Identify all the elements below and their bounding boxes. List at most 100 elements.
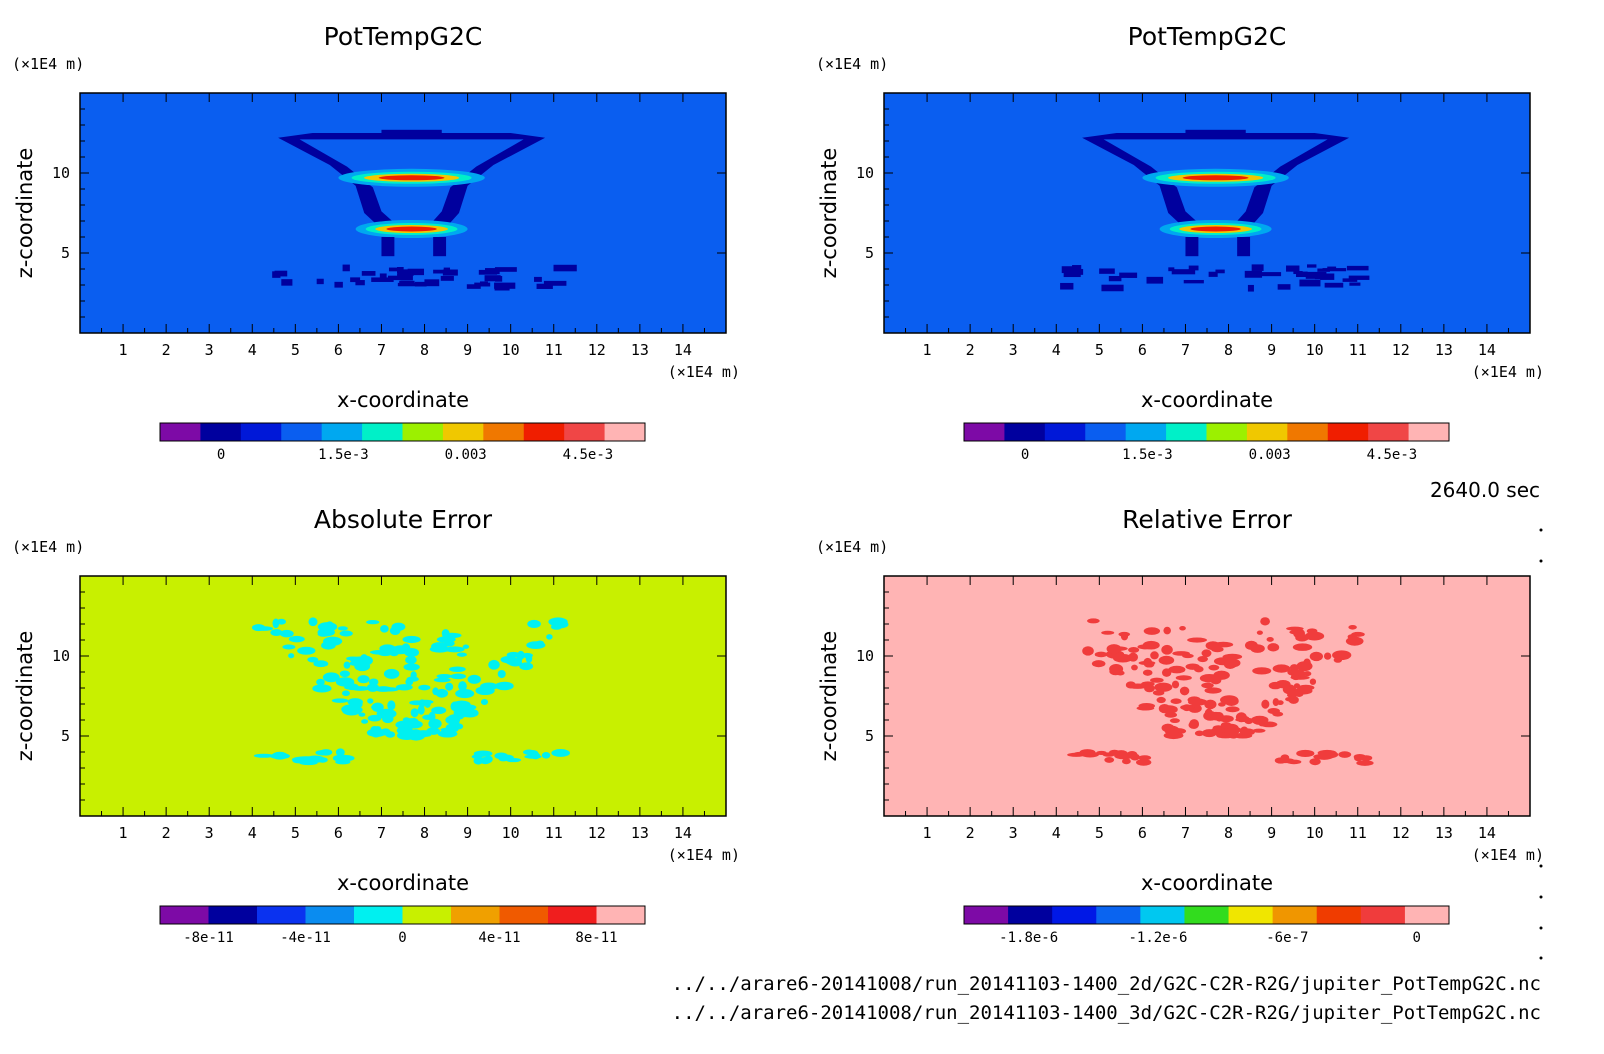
error-patch xyxy=(380,625,389,633)
error-patch xyxy=(312,684,332,693)
colorbar-tick-label: 1.5e-3 xyxy=(1122,447,1173,463)
low-patch xyxy=(1306,264,1317,268)
error-patch xyxy=(1142,669,1153,676)
colorbar-swatch xyxy=(604,423,646,441)
error-patch xyxy=(1112,653,1133,663)
hot-band-2-core xyxy=(386,226,437,232)
colorbar-tick-label: 0 xyxy=(398,930,406,946)
error-patch xyxy=(1201,682,1214,689)
error-patch xyxy=(383,668,400,679)
error-patch xyxy=(1239,728,1255,736)
colorbar-tick-label: -6e-7 xyxy=(1266,930,1308,946)
error-patch xyxy=(1179,686,1190,696)
error-patch xyxy=(354,661,371,672)
error-patch xyxy=(1158,655,1175,665)
error-patch-low xyxy=(473,757,484,765)
colorbar-swatch xyxy=(402,423,444,441)
colorbar-tick-label: 8e-11 xyxy=(575,930,617,946)
colorbar-swatch xyxy=(1360,906,1406,924)
low-patch xyxy=(1247,284,1254,292)
x-tick-label: 3 xyxy=(1009,341,1018,359)
leg-right xyxy=(433,237,447,257)
error-patch xyxy=(402,635,421,644)
error-patch xyxy=(308,617,318,627)
error-patch xyxy=(360,654,369,664)
error-patch xyxy=(1348,624,1357,630)
error-patch xyxy=(431,706,447,715)
colorbar-swatch xyxy=(160,423,201,441)
colorbar-frame xyxy=(159,905,646,925)
colorbar-swatch xyxy=(305,906,355,924)
error-patch xyxy=(1168,665,1186,674)
error-patch xyxy=(1170,698,1182,704)
error-patch xyxy=(297,646,316,655)
colorbar-tick-label: -1.8e-6 xyxy=(999,930,1058,946)
error-patch-low xyxy=(1275,757,1295,764)
low-patch xyxy=(1188,265,1199,271)
x-tick-label: 13 xyxy=(631,824,649,842)
error-patch xyxy=(1164,711,1178,718)
colorbar-swatch xyxy=(1125,423,1167,441)
colorbar-tick-label: 4.5e-3 xyxy=(563,447,614,463)
field-background xyxy=(80,576,726,816)
time-label: 2640.0 sec xyxy=(1430,478,1540,502)
error-patch xyxy=(1267,708,1280,714)
low-patch xyxy=(1076,268,1084,275)
error-patch xyxy=(1189,719,1200,729)
x-tick-label: 9 xyxy=(1267,341,1276,359)
error-patch xyxy=(1137,644,1155,650)
x-tick-label: 9 xyxy=(1267,824,1276,842)
error-patch xyxy=(282,644,296,650)
x-tick-label: 6 xyxy=(1138,341,1147,359)
error-patch xyxy=(339,630,353,637)
x-tick-label: 14 xyxy=(1478,341,1496,359)
colorbar-swatch xyxy=(281,423,323,441)
error-patch xyxy=(1154,682,1173,692)
error-patch xyxy=(448,719,460,728)
colorbar-tick-label: 1.5e-3 xyxy=(318,447,369,463)
x-tick-label: 12 xyxy=(1392,824,1410,842)
colorbar-swatch xyxy=(1368,423,1410,441)
colorbar-tick-label: 4e-11 xyxy=(478,930,520,946)
error-patch xyxy=(1309,651,1324,662)
low-patch xyxy=(1327,266,1337,270)
colorbar-swatch xyxy=(1166,423,1207,441)
error-patch xyxy=(1281,665,1291,672)
error-patch xyxy=(307,656,319,663)
error-patch xyxy=(279,629,294,638)
error-patch xyxy=(313,660,329,668)
low-patch xyxy=(1061,266,1081,274)
low-patch xyxy=(1260,272,1282,277)
field-features xyxy=(1060,129,1370,292)
low-patch xyxy=(536,283,553,289)
colorbar-tick-label: 0 xyxy=(217,447,225,463)
error-patch xyxy=(431,642,448,651)
x-axis-label: x-coordinate xyxy=(1141,871,1273,895)
error-patch xyxy=(358,712,366,717)
error-patch xyxy=(546,634,553,640)
colorbar: -1.8e-6 -1.2e-6 -6e-7 0 xyxy=(963,905,1450,946)
error-patch xyxy=(1161,723,1175,733)
file-path-3d: ../../arare6-20141008/run_20141103-1400_… xyxy=(672,1002,1541,1024)
x-tick-label: 13 xyxy=(1435,341,1453,359)
error-patch xyxy=(1091,660,1106,668)
low-patch xyxy=(388,267,399,272)
x-tick-label: 2 xyxy=(162,824,171,842)
error-patch xyxy=(1224,728,1240,735)
colorbar-swatch xyxy=(402,906,452,924)
low-patch xyxy=(1277,284,1291,290)
error-patch xyxy=(361,719,369,724)
error-patch xyxy=(525,654,533,664)
colorbar-frame xyxy=(963,422,1450,442)
error-patch xyxy=(1220,721,1232,729)
colorbar-swatch xyxy=(1327,423,1369,441)
error-patch xyxy=(316,678,325,686)
error-patch-low xyxy=(1338,751,1352,758)
error-patch xyxy=(391,622,406,631)
colorbar-swatch xyxy=(240,423,282,441)
x-tick-label: 6 xyxy=(1138,824,1147,842)
error-patch xyxy=(1163,731,1184,740)
low-patch xyxy=(355,280,365,286)
edge-dots xyxy=(1539,528,1543,960)
colorbar-swatch xyxy=(1272,906,1318,924)
